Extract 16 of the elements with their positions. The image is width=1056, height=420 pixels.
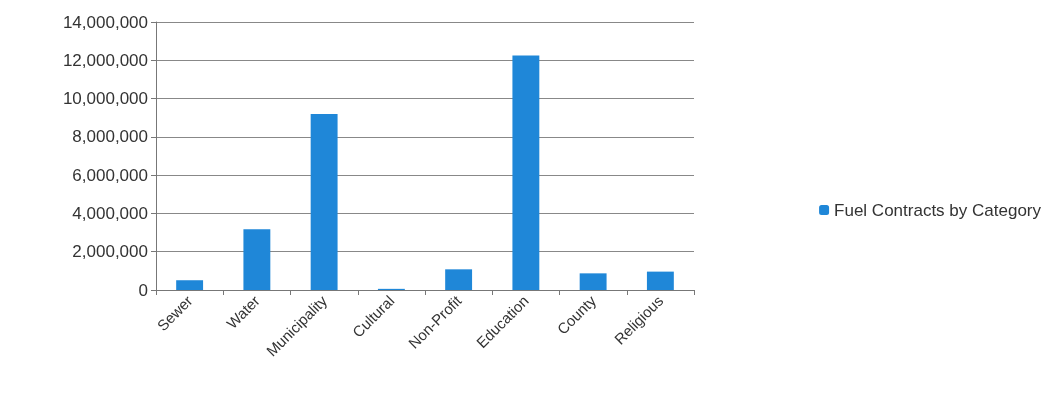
y-tick-label: 10,000,000: [62, 89, 148, 109]
y-tick-label: 8,000,000: [72, 127, 148, 147]
bar: [579, 273, 607, 290]
bar: [310, 113, 338, 290]
legend-label: Fuel Contracts by Category: [834, 200, 1042, 220]
y-tick-label: 4,000,000: [72, 203, 148, 223]
y-tick-label: 2,000,000: [72, 242, 148, 262]
bar: [445, 269, 473, 290]
bar: [243, 229, 271, 290]
y-tick-label: 6,000,000: [72, 165, 148, 185]
bar: [512, 55, 540, 290]
y-tick-label: 14,000,000: [62, 12, 148, 32]
bar: [646, 271, 674, 290]
y-tick-label: 0: [138, 280, 148, 300]
y-tick-label: 12,000,000: [62, 50, 148, 70]
bar: [176, 280, 204, 290]
